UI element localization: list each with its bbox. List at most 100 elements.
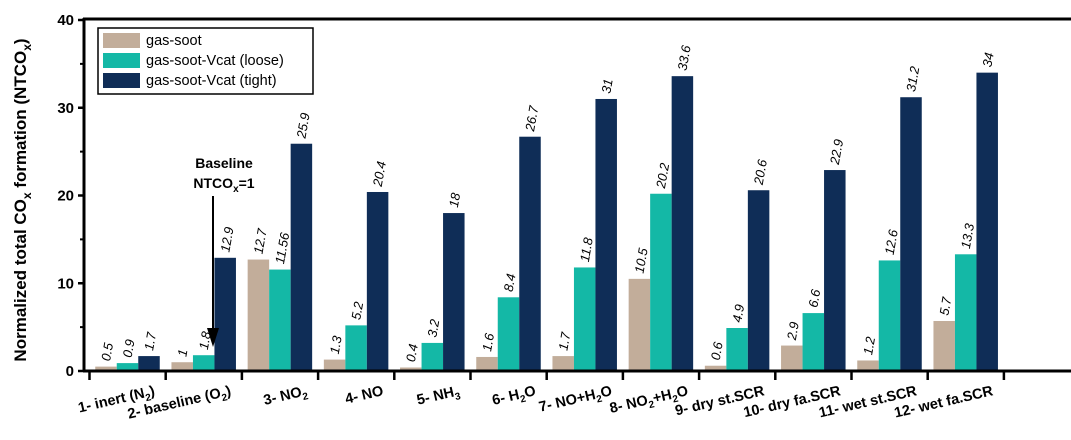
x-tick-label-8: 8- NO2+H2O (608, 383, 690, 420)
bar-gas-soot-10 (781, 345, 803, 371)
bar-gas-soot-vcat-tight-6 (519, 136, 541, 371)
bar-value-label-gas-soot-vcat-tight-9: 20.6 (751, 157, 770, 186)
bar-gas-soot-vcat-tight-11 (900, 97, 922, 371)
bar-value-label-gas-soot-vcat-tight-3: 25.9 (293, 112, 312, 141)
bar-value-label-gas-soot-11: 1.2 (860, 335, 878, 356)
y-axis-title: Normalized total COx formation (NTCOx) (11, 38, 34, 361)
y-axis-title-part3: ) (11, 38, 30, 44)
bar-value-label-gas-soot-vcat-loose-6: 8.4 (501, 272, 519, 292)
bar-gas-soot-9 (704, 365, 727, 371)
bar-gas-soot-vcat-loose-5 (421, 342, 444, 371)
bar-gas-soot-vcat-loose-2 (192, 355, 215, 371)
y-tick-label-10: 10 (57, 275, 74, 292)
bar-value-label-gas-soot-vcat-tight-11: 31.2 (903, 64, 922, 92)
bar-gas-soot-6 (476, 356, 498, 371)
bar-gas-soot-vcat-tight-1 (138, 356, 160, 371)
bar-value-label-gas-soot-vcat-tight-2: 12.9 (217, 226, 236, 254)
bar-value-label-gas-soot-vcat-loose-5: 3.2 (424, 317, 442, 338)
bar-gas-soot-vcat-loose-7 (573, 267, 596, 371)
bar-value-label-gas-soot-8: 10.5 (632, 246, 651, 274)
bar-gas-soot-vcat-tight-5 (443, 213, 465, 371)
bar-value-labels: 0.5 0.9 1.711.812.9 12.7 11.5625.91.35.220.4… (98, 43, 996, 363)
bar-gas-soot-vcat-loose-9 (726, 328, 748, 371)
bar-value-label-gas-soot-vcat-loose-1: 0.9 (120, 338, 138, 358)
legend-swatch-gas-soot (103, 33, 140, 48)
bar-value-label-gas-soot-6: 1.6 (479, 331, 497, 352)
bar-gas-soot-2 (171, 362, 193, 371)
legend-label-gas-soot-vcat-tight: gas-soot-Vcat (tight) (146, 73, 277, 89)
bar-gas-soot-1 (95, 366, 117, 371)
bar-value-label-gas-soot-vcat-loose-11: 12.6 (882, 228, 901, 256)
bar-gas-soot-vcat-loose-1 (116, 363, 139, 371)
bar-value-label-gas-soot-9: 0.6 (708, 340, 726, 361)
bar-gas-soot-vcat-tight-2 (214, 257, 236, 371)
bar-gas-soot-vcat-tight-12 (976, 72, 998, 372)
bar-value-label-gas-soot-vcat-tight-10: 22.9 (827, 138, 846, 167)
bar-gas-soot-vcat-loose-8 (650, 193, 672, 371)
y-axis-title-part2: formation (NTCO (11, 51, 30, 193)
bar-gas-soot-vcat-loose-3 (269, 269, 291, 371)
bar-value-label-gas-soot-vcat-tight-5: 18 (446, 191, 463, 209)
bar-gas-soot-4 (323, 359, 346, 371)
bar-gas-soot-vcat-loose-11 (878, 260, 901, 371)
bar-value-label-gas-soot-7: 1.7 (555, 330, 573, 351)
bar-gas-soot-vcat-tight-7 (595, 98, 617, 371)
annotation-arrow-head (207, 328, 219, 347)
bar-value-label-gas-soot-vcat-tight-6: 26.7 (522, 104, 541, 133)
bar-value-label-gas-soot-vcat-tight-4: 20.4 (370, 160, 389, 189)
bar-value-label-gas-soot-4: 1.3 (327, 334, 345, 355)
bar-value-label-gas-soot-5: 0.4 (403, 343, 421, 363)
legend: gas-soot gas-soot-Vcat (loose) gas-soot-Vc… (97, 27, 314, 95)
y-tick-label-20: 20 (57, 188, 74, 205)
bar-gas-soot-8 (628, 278, 651, 371)
x-tick-label-6: 6- H2O (491, 383, 538, 411)
bar-value-label-gas-soot-vcat-loose-9: 4.9 (729, 303, 747, 323)
bar-value-label-gas-soot-vcat-tight-1: 1.7 (141, 330, 159, 351)
bar-value-label-gas-soot-3: 12.7 (251, 227, 270, 255)
bar-gas-soot-5 (400, 367, 422, 371)
bar-gas-soot-vcat-loose-4 (345, 325, 367, 371)
bar-gas-soot-12 (933, 320, 955, 371)
bar-gas-soot-vcat-tight-4 (366, 191, 389, 371)
bar-value-label-gas-soot-vcat-loose-10: 6.6 (805, 287, 823, 308)
y-tick-label-40: 40 (57, 12, 74, 29)
bar-value-label-gas-soot-12: 5.7 (936, 295, 954, 316)
axes-group: 0 10 20 30 40 (57, 12, 1071, 380)
bar-gas-soot-11 (857, 360, 879, 371)
baseline-annotation: Baseline NTCOx=1 (193, 155, 255, 347)
bar-value-label-gas-soot-1: 0.5 (98, 341, 116, 362)
bar-value-label-gas-soot-vcat-tight-7: 31 (598, 78, 615, 95)
bar-value-label-gas-soot-vcat-loose-3: 11.56 (272, 231, 292, 265)
y-axis-title-part1: Normalized total CO (11, 199, 30, 361)
bar-gas-soot-vcat-tight-9 (747, 190, 770, 371)
bar-value-label-gas-soot-vcat-loose-4: 5.2 (348, 300, 366, 321)
legend-label-gas-soot: gas-soot (146, 33, 202, 49)
bar-gas-soot-7 (552, 356, 574, 371)
category-labels: 1- inert (N2)2- baseline (O2) 3- NO2 4- NO… (77, 383, 995, 422)
y-axis-title-sub: x (20, 192, 34, 199)
bar-value-label-gas-soot-vcat-loose-12: 13.3 (958, 222, 977, 250)
bar-gas-soot-3 (247, 259, 270, 371)
bar-value-label-gas-soot-2: 1 (174, 348, 190, 358)
legend-swatch-gas-soot-vcat-loose (103, 53, 140, 68)
bars-group (95, 72, 998, 372)
bar-value-label-gas-soot-vcat-tight-8: 33.6 (675, 43, 694, 71)
legend-label-gas-soot-vcat-loose: gas-soot-Vcat (loose) (146, 53, 284, 69)
y-tick-label-0: 0 (66, 363, 74, 380)
legend-swatch-gas-soot-vcat-tight (103, 73, 140, 88)
y-tick-label-30: 30 (57, 100, 74, 117)
x-tick-label-4: 4- NO (344, 383, 385, 407)
bar-value-label-gas-soot-vcat-tight-12: 34 (979, 51, 996, 68)
bar-gas-soot-vcat-tight-10 (824, 170, 846, 371)
bar-value-label-gas-soot-vcat-loose-7: 11.8 (577, 236, 596, 263)
bar-value-label-gas-soot-vcat-loose-8: 20.2 (653, 161, 672, 190)
bar-gas-soot-vcat-loose-12 (954, 254, 977, 371)
bar-value-label-gas-soot-10: 2.9 (784, 321, 802, 342)
annotation-line2: NTCOx=1 (193, 175, 254, 195)
y-axis-title-sub2: x (20, 44, 34, 51)
bar-gas-soot-vcat-tight-3 (290, 143, 313, 371)
bar-gas-soot-vcat-tight-8 (671, 76, 694, 371)
x-tick-label-7: 7- NO+H2O (537, 383, 614, 418)
x-tick-label-3: 3- NO2 (262, 383, 310, 412)
